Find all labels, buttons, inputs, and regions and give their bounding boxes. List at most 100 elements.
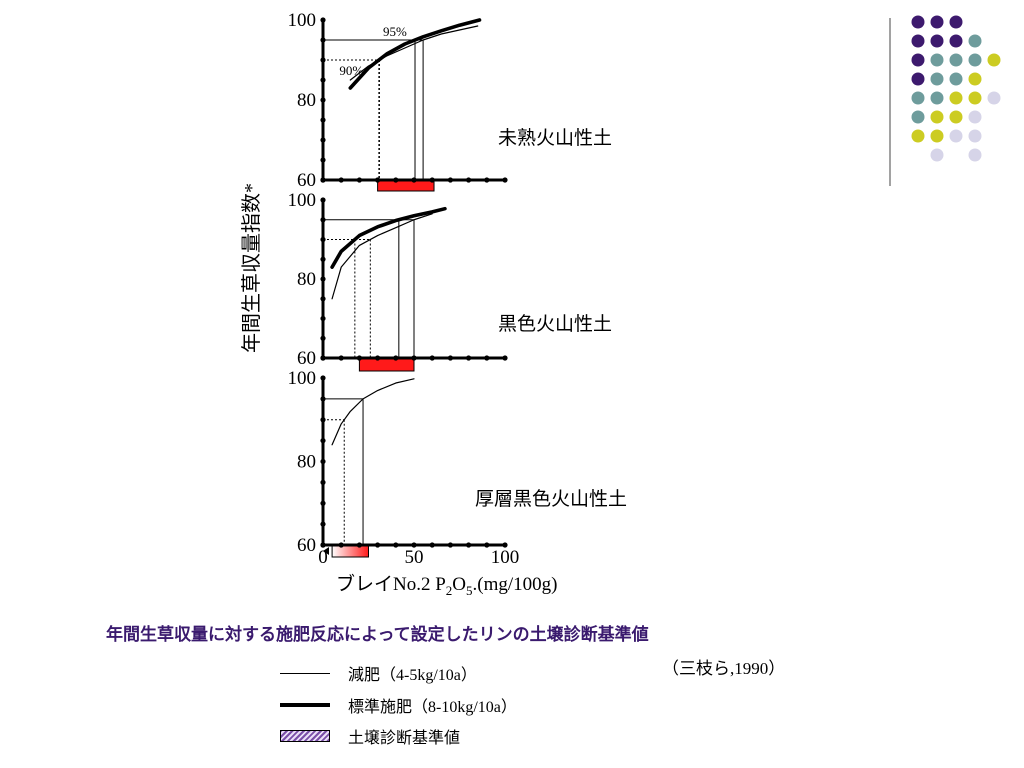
x-tick-mark	[447, 542, 453, 548]
x-tick-mark	[375, 542, 381, 548]
y-tick-mark	[320, 438, 326, 444]
x-tick-mark	[411, 542, 417, 548]
figure-caption: 年間生草収量に対する施肥反応によって設定したリンの土壌診断基準値	[106, 625, 649, 645]
annotation-90: 90%	[339, 63, 363, 78]
x-tick-mark	[429, 542, 435, 548]
x-tick-mark	[356, 542, 362, 548]
decor-dot-lavender	[930, 148, 944, 162]
series-line-thick	[330, 206, 447, 269]
x-tick-mark	[375, 355, 381, 361]
decor-dot-yellow	[930, 110, 944, 124]
panel-label: 未熟火山性土	[498, 127, 612, 149]
x-tick-mark	[429, 177, 435, 183]
decor-dot-yellow	[968, 72, 982, 86]
decor-dot-teal	[930, 72, 944, 86]
y-tick-mark	[320, 335, 326, 341]
criteria-range-bar	[331, 545, 370, 558]
x-tick-mark	[375, 177, 381, 183]
x-tick-label: 50	[405, 547, 424, 568]
x-axis-label-part: 2	[446, 583, 453, 598]
x-tick-mark	[502, 355, 508, 361]
decor-dot-yellow	[949, 110, 963, 124]
chart-panel-1: 100 80 60 95% 90% 未熟火山性土	[288, 10, 612, 192]
legend-item-reduced: 減肥（4-5kg/10a）	[280, 661, 477, 685]
y-tick-mark	[320, 197, 326, 203]
decor-dot-teal	[968, 34, 982, 48]
x-tick-mark	[356, 177, 362, 183]
x-axis-label-part: .(mg/100g)	[473, 574, 558, 595]
y-tick-label: 80	[297, 452, 316, 473]
legend-swatch-hatched	[280, 730, 330, 742]
decor-dot-lavender	[968, 110, 982, 124]
x-tick-mark	[466, 177, 472, 183]
legend-item-criteria: 土壌診断基準値	[280, 724, 460, 748]
decor-dot-lavender	[987, 91, 1001, 105]
y-tick-mark	[320, 97, 326, 103]
x-tick-mark	[393, 542, 399, 548]
x-tick-mark	[320, 542, 326, 548]
x-axis-label-part: O	[452, 574, 466, 595]
x-tick-mark	[484, 355, 490, 361]
criteria-range-bar	[358, 358, 415, 372]
decor-dot-purple	[911, 53, 925, 67]
x-tick-mark	[447, 177, 453, 183]
legend-label-reduced: 減肥（4-5kg/10a）	[348, 667, 477, 684]
x-tick-mark	[393, 177, 399, 183]
x-tick-mark	[502, 177, 508, 183]
y-tick-mark	[320, 296, 326, 302]
x-tick-mark	[320, 355, 326, 361]
decor-dot-teal	[911, 110, 925, 124]
x-axis-label-part: ブレイNo.2 P	[336, 572, 446, 595]
legend-label-criteria: 土壌診断基準値	[348, 730, 461, 747]
decor-dot-teal	[930, 53, 944, 67]
x-tick-mark	[429, 355, 435, 361]
y-tick-mark	[320, 521, 326, 527]
x-tick-mark	[447, 355, 453, 361]
annotation-95: 95%	[383, 24, 407, 39]
y-tick-mark	[320, 276, 326, 282]
panel-label: 厚層黒色火山性土	[475, 488, 627, 510]
y-tick-mark	[320, 17, 326, 23]
x-tick-mark	[466, 355, 472, 361]
y-tick-label: 60	[297, 348, 316, 369]
legend-swatch-thin-line	[280, 672, 330, 674]
y-tick-mark	[320, 375, 326, 381]
y-tick-mark	[320, 315, 326, 322]
decor-dot-purple	[911, 15, 925, 29]
x-axis-label: ブレイNo.2 P2O5.(mg/100g)	[336, 572, 558, 598]
decor-dot-purple	[949, 15, 963, 29]
x-tick-mark	[338, 177, 344, 183]
x-axis-label-part: 5	[466, 583, 473, 598]
decor-dot-yellow	[930, 129, 944, 143]
decor-dot-purple	[949, 34, 963, 48]
decor-dot-teal	[949, 53, 963, 67]
decor-dot-purple	[930, 15, 944, 29]
x-tick-mark	[466, 542, 472, 548]
legend-label-standard: 標準施肥（8-10kg/10a）	[348, 699, 517, 716]
x-tick-mark	[356, 355, 362, 361]
decor-dot-teal	[911, 91, 925, 105]
decor-dot-lavender	[968, 148, 982, 162]
y-tick-label: 60	[297, 170, 316, 191]
chart-panel-3: 100 80 60 厚層黒色火山性土 0 50 100 ブレイNo.2 P2O5.(mg/10…	[288, 368, 628, 598]
y-tick-label: 100	[288, 190, 317, 211]
decor-dot-yellow	[949, 91, 963, 105]
x-tick-mark	[484, 177, 490, 183]
x-tick-mark	[502, 542, 508, 548]
x-tick-mark	[320, 177, 326, 183]
y-tick-mark	[320, 137, 326, 143]
y-tick-label: 100	[288, 10, 317, 31]
y-tick-label: 60	[297, 535, 316, 556]
y-tick-mark	[320, 479, 326, 485]
decor-dot-purple	[930, 34, 944, 48]
y-tick-mark	[320, 500, 326, 506]
y-tick-label: 80	[297, 269, 316, 290]
x-tick-mark	[484, 542, 490, 548]
y-axis-label: 年間生草収量指数*	[240, 183, 263, 353]
criteria-range-bar	[377, 180, 435, 192]
x-tick-label: 0	[318, 547, 328, 568]
y-tick-mark	[320, 77, 326, 83]
y-tick-mark	[320, 157, 326, 163]
y-tick-label: 80	[297, 90, 316, 111]
